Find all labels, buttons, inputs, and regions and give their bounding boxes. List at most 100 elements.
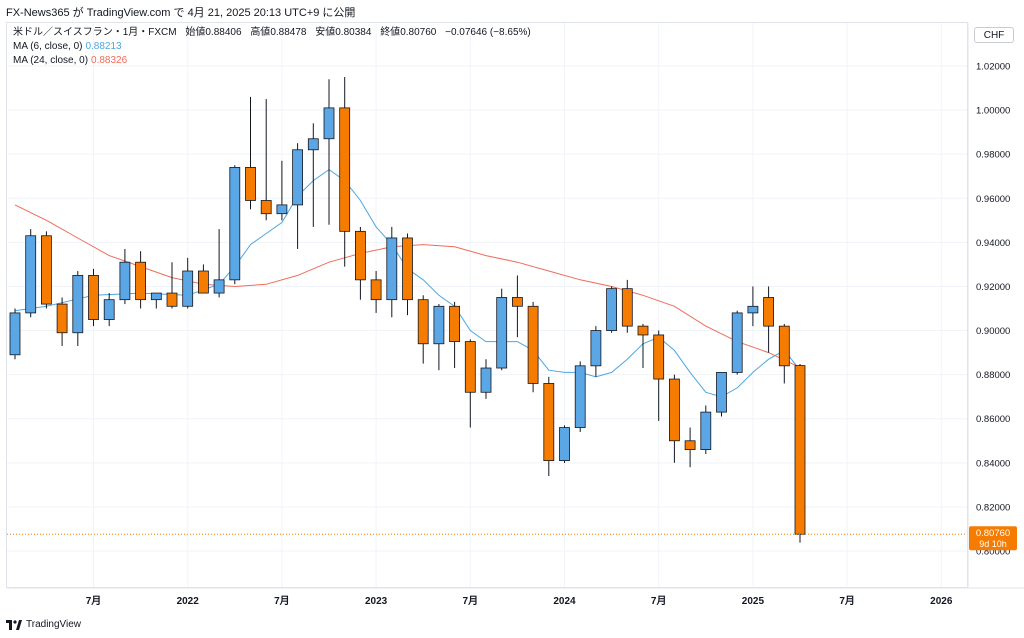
y-tick-label: 1.02000: [976, 62, 1010, 73]
ohlc-row: 米ドル／スイスフラン・1月・FXCM 始値0.88406 高値0.88478 安…: [13, 26, 531, 40]
close-label: 終値: [380, 27, 401, 38]
y-tick-label: 0.90000: [976, 326, 1010, 337]
x-tick-label: 7月: [86, 595, 102, 607]
candle-body: [449, 305, 461, 342]
x-tick-label: 7月: [463, 595, 479, 607]
candle-body: [150, 292, 162, 301]
x-tick-label: 2024: [553, 596, 576, 607]
candle-body: [543, 383, 555, 462]
y-tick-label: 0.98000: [976, 150, 1010, 161]
ma6-legend-row[interactable]: MA (6, close, 0) 0.88213: [13, 40, 531, 54]
ma6-label: MA (6, close, 0): [13, 41, 83, 52]
ma24-legend-row[interactable]: MA (24, close, 0) 0.88326: [13, 54, 531, 68]
brand-label: TradingView: [26, 619, 82, 630]
candle-body: [213, 279, 225, 294]
candle-body: [464, 341, 476, 393]
high-value: 0.88478: [270, 27, 307, 38]
y-tick-label: 0.86000: [976, 414, 1010, 425]
candle-body: [88, 275, 99, 320]
candle-body: [245, 167, 256, 201]
candle-body: [103, 299, 115, 320]
y-tick-label: 0.94000: [976, 238, 1010, 249]
candle-body: [716, 372, 727, 413]
candle-body: [606, 288, 617, 331]
candle-body: [763, 297, 774, 327]
y-tick-label: 0.82000: [976, 502, 1010, 513]
candle-body: [339, 107, 351, 232]
candle-body: [182, 270, 194, 307]
candle-body: [496, 297, 508, 369]
candle-body: [354, 230, 366, 281]
y-tick-label: 0.96000: [976, 194, 1010, 205]
candle-body: [386, 237, 398, 301]
candle-body: [747, 305, 759, 314]
ma24-label: MA (24, close, 0): [13, 55, 89, 66]
chart-legend: 米ドル／スイスフラン・1月・FXCM 始値0.88406 高値0.88478 安…: [13, 26, 531, 68]
candle-body: [260, 200, 272, 215]
candle-body: [559, 427, 570, 462]
x-tick-label: 2026: [930, 596, 953, 607]
candle-body: [794, 365, 806, 535]
candle-body: [41, 235, 52, 305]
candle-body: [323, 107, 335, 140]
candle-body: [307, 138, 319, 151]
candle-body: [527, 305, 539, 384]
candle-body: [166, 292, 178, 307]
candle-body: [229, 167, 241, 281]
candle-body: [731, 312, 743, 373]
x-tick-label: 7月: [274, 595, 290, 607]
ma6-line: [14, 168, 801, 398]
candle-body: [512, 297, 523, 307]
candle-body: [621, 288, 633, 327]
close-value: 0.80760: [400, 27, 437, 38]
candle-body: [25, 235, 37, 314]
header-bar: FX-News365 が TradingView.com で 4月 21, 20…: [0, 0, 1024, 20]
candle-body: [135, 261, 147, 301]
ma6-value: 0.88213: [85, 41, 122, 52]
ma24-value: 0.88326: [91, 55, 128, 66]
tradingview-logo-icon: [6, 619, 22, 630]
candle-body: [700, 411, 712, 450]
candle-body: [370, 279, 382, 301]
candle-body: [480, 367, 492, 393]
change-value: −0.07646 (−8.65%): [445, 27, 531, 38]
low-label: 安値: [315, 27, 336, 38]
candle-body: [574, 365, 586, 428]
price-tag-countdown: 9d 10h: [979, 539, 1007, 549]
currency-button[interactable]: CHF: [974, 27, 1014, 43]
candle-body: [402, 237, 413, 301]
x-tick-label: 2022: [177, 596, 200, 607]
candle-body: [119, 261, 131, 301]
candle-body: [56, 303, 68, 334]
x-tick-label: 7月: [839, 595, 855, 607]
candle-body: [653, 334, 665, 380]
candle-body: [72, 275, 84, 334]
y-tick-label: 0.92000: [976, 282, 1010, 293]
candle-body: [590, 330, 602, 367]
x-tick-label: 7月: [651, 595, 667, 607]
footer-brand[interactable]: TradingView: [6, 619, 81, 630]
candle-body: [684, 440, 696, 450]
y-tick-label: 0.84000: [976, 458, 1010, 469]
y-tick-label: 1.00000: [976, 106, 1010, 117]
publish-title: FX-News365 が TradingView.com で 4月 21, 20…: [6, 7, 356, 19]
y-tick-label: 0.88000: [976, 370, 1010, 381]
x-tick-label: 2023: [365, 596, 388, 607]
low-value: 0.80384: [335, 27, 372, 38]
candle-body: [197, 270, 209, 294]
candle-body: [778, 325, 790, 367]
candle-body: [433, 305, 445, 345]
price-tag-bg: [969, 526, 1017, 551]
open-label: 始値: [185, 27, 206, 38]
candle-body: [276, 204, 288, 215]
candle-body: [669, 378, 680, 442]
x-tick-label: 2025: [742, 596, 765, 607]
price-tag-value: 0.80760: [976, 528, 1010, 539]
candle-body: [637, 325, 649, 336]
high-label: 高値: [250, 27, 271, 38]
candle-body: [417, 299, 429, 345]
y-tick-label: 0.80000: [976, 547, 1010, 558]
candle-body: [9, 312, 21, 356]
symbol-label[interactable]: 米ドル／スイスフラン・1月・FXCM: [13, 27, 177, 38]
